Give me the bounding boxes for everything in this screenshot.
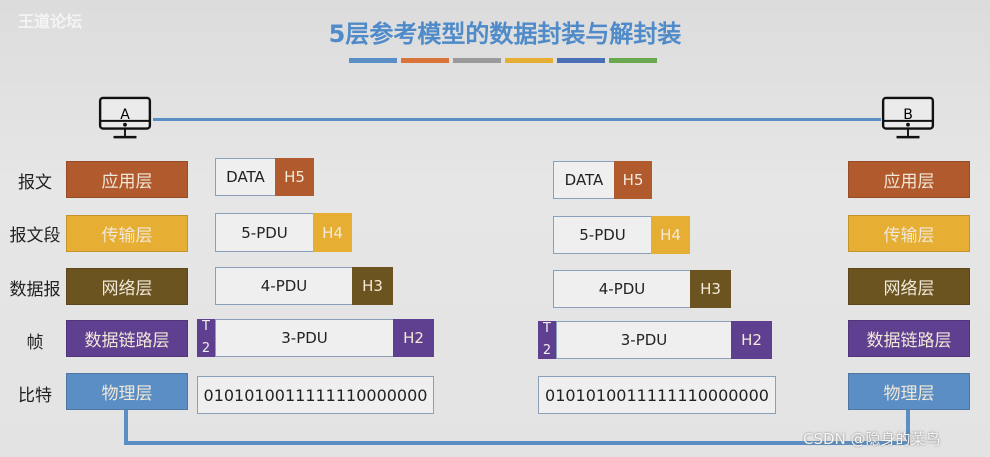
layer-a-network: 网络层: [66, 268, 188, 305]
host-b[interactable]: B: [880, 96, 936, 144]
title-bar: [557, 58, 605, 63]
host-a-label: A: [120, 107, 130, 123]
title-bar: [453, 58, 501, 63]
packet-b-data: DATA: [553, 161, 615, 199]
title-bar: [401, 58, 449, 63]
packet-a-5pdu: 5-PDU: [215, 213, 314, 252]
title-bar: [349, 58, 397, 63]
header-a-h2: H2: [393, 319, 434, 357]
physical-link-bottom: [124, 441, 910, 445]
trailer-number: 2: [201, 341, 211, 356]
header-a-h5: H5: [275, 158, 314, 196]
layer-a-datalink: 数据链路层: [66, 320, 188, 357]
packet-a-3pdu: 3-PDU: [215, 319, 394, 357]
title-bar: [505, 58, 553, 63]
csdn-watermark: CSDN @隐身的菜鸟: [803, 430, 941, 448]
bits-b: 0101010011111110000000: [538, 376, 776, 414]
trailer-number: 2: [542, 343, 552, 358]
header-a-h4: H4: [313, 213, 352, 252]
row-label-frame: 帧: [26, 333, 44, 353]
page-title: 5层参考模型的数据封装与解封装: [328, 20, 682, 48]
header-a-h3: H3: [352, 267, 393, 305]
host-a[interactable]: A: [97, 96, 153, 144]
packet-a-4pdu: 4-PDU: [215, 267, 353, 305]
watermark-logo: 王道论坛: [18, 12, 83, 31]
layer-b-datalink: 数据链路层: [848, 320, 970, 357]
physical-link-right: [906, 410, 910, 444]
layer-a-physical: 物理层: [66, 373, 188, 410]
row-label-segment: 报文段: [9, 226, 61, 246]
header-b-h5: H5: [614, 161, 652, 199]
row-label-datagram: 数据报: [9, 280, 61, 300]
packet-b-3pdu: 3-PDU: [556, 321, 732, 359]
row-label-bit: 比特: [18, 386, 52, 406]
computer-icon: [98, 96, 152, 139]
layer-b-transport: 传输层: [848, 215, 970, 252]
layer-a-application: 应用层: [66, 161, 188, 198]
row-label-message: 报文: [18, 173, 52, 193]
physical-link-left: [124, 410, 128, 444]
header-b-h4: H4: [651, 216, 690, 254]
layer-a-transport: 传输层: [66, 215, 188, 252]
host-link-line: [153, 118, 881, 121]
title-bar: [609, 58, 657, 63]
layer-b-network: 网络层: [848, 268, 970, 305]
layer-b-application: 应用层: [848, 161, 970, 198]
computer-icon: [881, 96, 935, 139]
layer-b-physical: 物理层: [848, 373, 970, 410]
packet-b-4pdu: 4-PDU: [553, 270, 691, 308]
host-b-label: B: [903, 107, 913, 123]
packet-b-5pdu: 5-PDU: [553, 216, 652, 254]
packet-a-data: DATA: [215, 158, 276, 196]
trailer-letter: T: [543, 321, 551, 336]
header-b-h3: H3: [690, 270, 731, 308]
bits-a: 0101010011111110000000: [197, 376, 434, 414]
trailer-letter: T: [202, 319, 210, 334]
header-b-h2: H2: [731, 321, 772, 359]
